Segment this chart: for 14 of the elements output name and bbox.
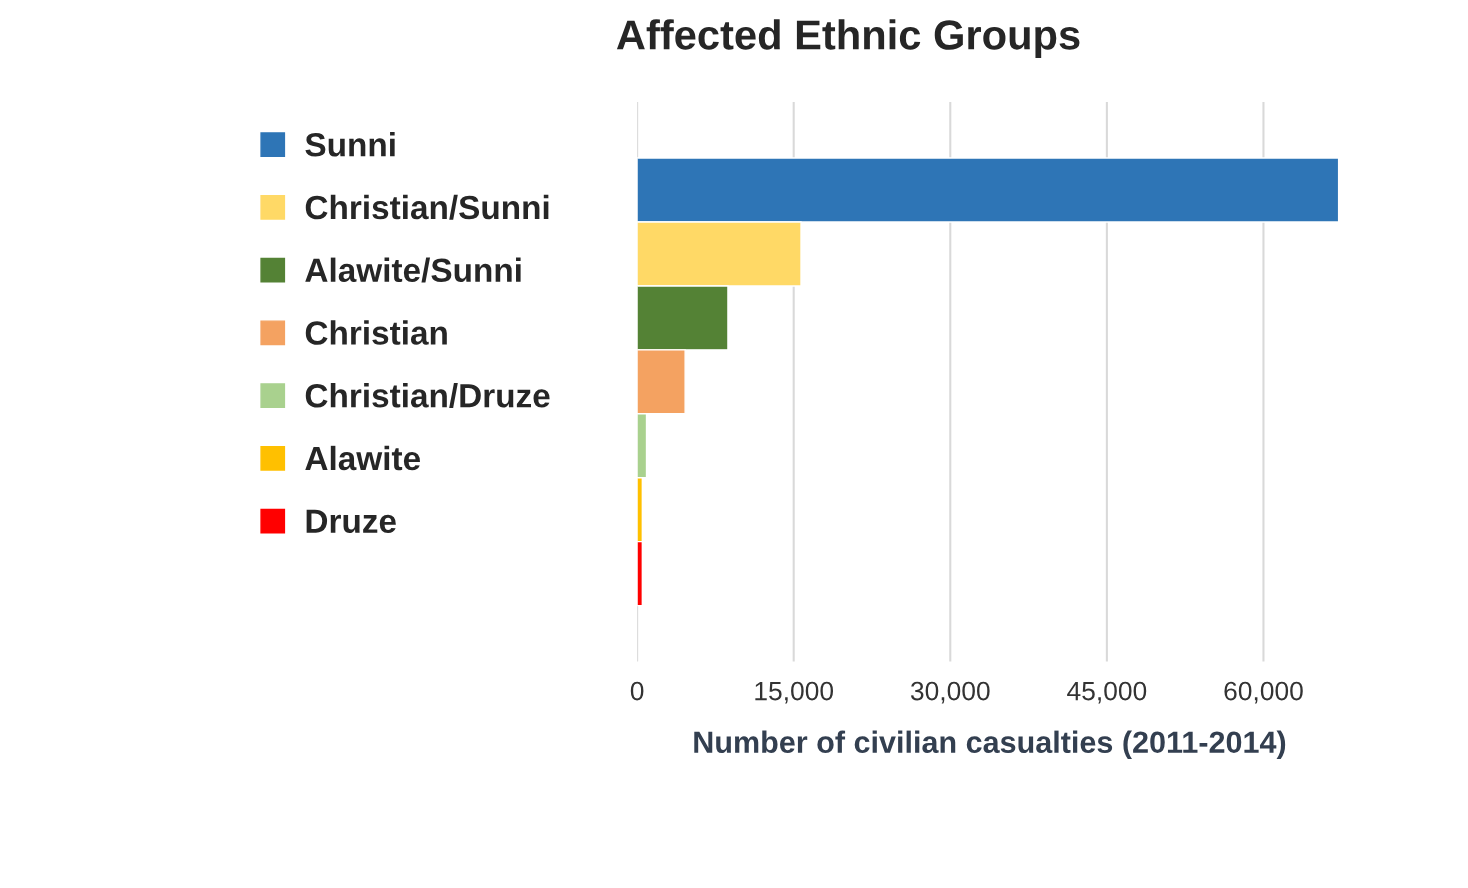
x-tick-label: 0 [630, 681, 644, 701]
legend-label: Druze [306, 509, 396, 534]
legend-label: Alawite [305, 445, 420, 471]
chart-title: Affected Ethnic Groups [616, 19, 1080, 58]
x-tick-label: 15,000 [755, 681, 834, 704]
legend-label: Sunni [305, 132, 395, 157]
x-tick-label: 45,000 [1067, 681, 1147, 704]
legend-label: Christian [305, 320, 447, 345]
legend-label: Alawite/Sunni [305, 257, 521, 283]
x-axis-title: Number of civilian casualties (2011-2014) [694, 730, 1286, 760]
x-tick-label: 30,000 [910, 681, 990, 704]
x-tick-label: 60,000 [1224, 681, 1303, 704]
legend-label: Christian/Sunni [305, 194, 549, 220]
legend-label: Christian/Druze [305, 383, 550, 408]
